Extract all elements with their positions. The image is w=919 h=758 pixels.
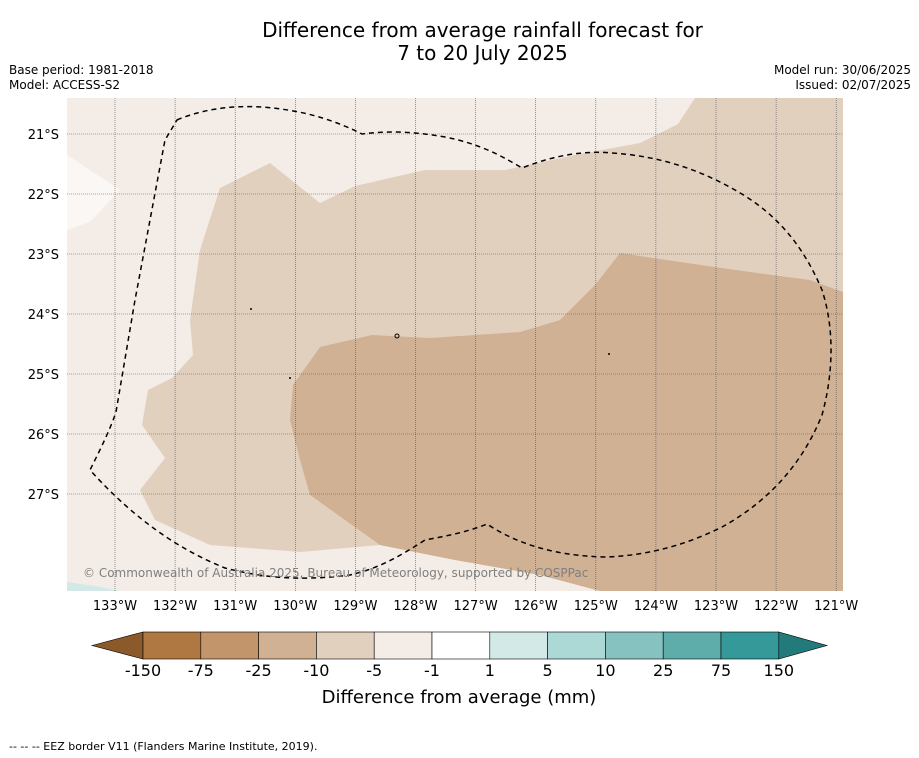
lat-label: 24°S — [28, 308, 59, 323]
footer-note: -- -- -- EEZ border V11 (Flanders Marine… — [9, 740, 318, 753]
graticule — [67, 98, 843, 591]
meta-right: Model run: 30/06/2025 Issued: 02/07/2025 — [774, 63, 911, 93]
colorbar — [90, 631, 829, 660]
title-line-2: 7 to 20 July 2025 — [397, 41, 568, 65]
island-dot-3 — [608, 353, 610, 355]
colorbar-tick-label: -1 — [424, 661, 440, 680]
lon-label: 126°W — [514, 599, 558, 614]
lon-label: 131°W — [213, 599, 257, 614]
colorbar-segment — [142, 631, 202, 660]
lat-label: 23°S — [28, 248, 59, 263]
colorbar-tick-label: 150 — [764, 661, 795, 680]
lon-label: 121°W — [814, 599, 858, 614]
lon-label: 128°W — [393, 599, 437, 614]
colorbar-extend-high — [778, 631, 829, 660]
map-credit: © Commonwealth of Australia 2025, Bureau… — [83, 566, 588, 580]
colorbar-segment — [373, 631, 433, 660]
colorbar-extend-low — [90, 631, 144, 660]
colorbar-segment — [258, 631, 317, 660]
map-title: Difference from average rainfall forecas… — [0, 19, 919, 65]
colorbar-title: Difference from average (mm) — [322, 687, 597, 708]
colorbar-segment — [431, 631, 491, 660]
colorbar-tick-label: -75 — [188, 661, 214, 680]
lat-label: 27°S — [28, 488, 59, 503]
lon-label: 122°W — [754, 599, 798, 614]
colorbar-tick-labels: -150 -75 -25 -10 -5 -1 1 5 10 25 75 150 — [125, 661, 794, 680]
colorbar-segment — [200, 631, 259, 660]
lat-label: 21°S — [28, 128, 59, 143]
model-text: Model: ACCESS-S2 — [9, 78, 121, 92]
forecast-map: © Commonwealth of Australia 2025, Bureau… — [67, 98, 843, 591]
colorbar-segment — [489, 631, 548, 660]
island-dot-1 — [250, 308, 252, 310]
lon-label: 127°W — [454, 599, 498, 614]
colorbar-tick-label: -25 — [246, 661, 272, 680]
zone-light-left-notch — [67, 98, 120, 230]
lat-label: 22°S — [28, 188, 59, 203]
model-run-text: Model run: 30/06/2025 — [773, 63, 911, 77]
colorbar-segment — [316, 631, 375, 660]
colorbar-segment — [547, 631, 606, 660]
colorbar-tick-label: -5 — [366, 661, 382, 680]
title-line-1: Difference from average rainfall forecas… — [262, 18, 703, 42]
island-dot-2 — [394, 333, 400, 339]
eez-border — [89, 105, 832, 579]
zone-dark — [290, 253, 843, 591]
longitude-labels: 133°W 132°W 131°W 130°W 129°W 128°W 127°W 126°W… — [93, 599, 859, 614]
colorbar-tick-label: 5 — [543, 661, 553, 680]
colorbar-tick-label: 1 — [485, 661, 495, 680]
island-dot-4 — [289, 377, 291, 379]
lon-label: 132°W — [153, 599, 197, 614]
lon-label: 130°W — [273, 599, 317, 614]
lat-label: 25°S — [28, 368, 59, 383]
colorbar-tick-label: -150 — [125, 661, 161, 680]
lon-label: 133°W — [93, 599, 137, 614]
lat-label: 26°S — [28, 428, 59, 443]
latitude-labels: 21°S 22°S 23°S 24°S 25°S 26°S 27°S — [28, 128, 59, 503]
lon-label: 123°W — [694, 599, 738, 614]
teal-sliver — [67, 582, 120, 591]
colorbar-segment — [720, 631, 780, 660]
base-period-text: Base period: 1981-2018 — [9, 63, 154, 77]
colorbar-tick-label: 25 — [653, 661, 673, 680]
meta-left: Base period: 1981-2018 Model: ACCESS-S2 — [9, 63, 154, 93]
colorbar-tick-label: -10 — [303, 661, 329, 680]
lon-label: 129°W — [333, 599, 377, 614]
issued-text: Issued: 02/07/2025 — [795, 78, 911, 92]
colorbar-tick-label: 10 — [595, 661, 615, 680]
lon-label: 125°W — [574, 599, 618, 614]
colorbar-tick-label: 75 — [711, 661, 731, 680]
lon-label: 124°W — [634, 599, 678, 614]
colorbar-segment — [605, 631, 664, 660]
colorbar-segment — [662, 631, 722, 660]
